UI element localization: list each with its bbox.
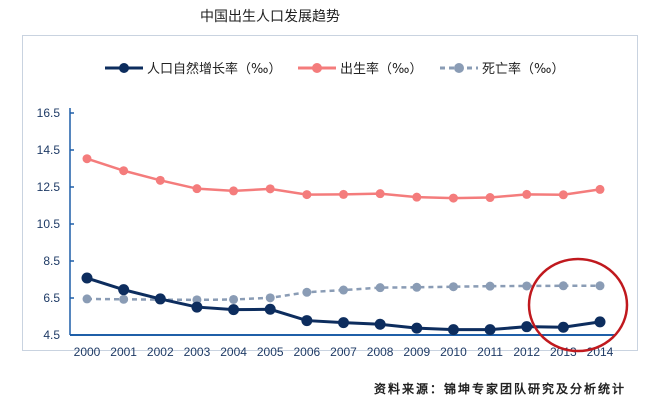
data-point — [302, 287, 312, 297]
data-point — [485, 193, 495, 203]
data-point — [375, 283, 385, 293]
data-point — [374, 318, 386, 330]
highlight-circle — [527, 257, 629, 353]
data-point — [82, 294, 92, 304]
data-point — [558, 190, 568, 200]
data-point — [119, 166, 129, 176]
x-tick-label: 2009 — [403, 345, 430, 359]
x-tick-label: 2012 — [513, 345, 540, 359]
source-note: 资料来源：锦坤专家团队研究及分析统计 — [373, 382, 626, 396]
data-point — [81, 272, 93, 284]
series-0 — [81, 272, 606, 336]
x-tick-label: 2013 — [550, 345, 577, 359]
data-point — [339, 189, 348, 199]
data-point — [118, 284, 130, 296]
data-point — [302, 190, 312, 200]
y-tick-label: 14.5 — [37, 143, 61, 157]
legend-label: 出生率（‰） — [340, 61, 422, 77]
data-point — [595, 184, 605, 194]
data-point — [375, 189, 385, 199]
legend-item: 出生率（‰） — [298, 61, 422, 77]
data-point — [557, 321, 569, 333]
series-1 — [82, 154, 605, 203]
data-point — [412, 192, 422, 202]
legend-marker — [454, 63, 464, 73]
data-point — [522, 281, 532, 291]
data-point — [229, 294, 239, 304]
data-point — [191, 301, 203, 313]
data-point — [485, 281, 495, 291]
data-point — [412, 282, 422, 292]
legend-marker — [119, 63, 129, 73]
data-point — [484, 324, 496, 336]
data-point — [301, 315, 313, 327]
data-point — [265, 184, 275, 194]
data-point — [522, 189, 532, 199]
data-point — [264, 303, 276, 315]
data-point — [339, 285, 348, 295]
data-point — [447, 324, 459, 336]
x-tick-label: 2006 — [294, 345, 321, 359]
legend-item: 死亡率（‰） — [440, 61, 564, 77]
series-line — [86, 284, 600, 302]
y-tick-label: 6.5 — [43, 291, 60, 305]
data-point — [192, 184, 202, 194]
data-point — [155, 175, 165, 185]
legend-item: 人口自然增长率（‰） — [105, 61, 281, 77]
y-tick-label: 16.5 — [37, 106, 61, 120]
x-tick-label: 2010 — [440, 345, 467, 359]
chart-frame — [22, 35, 638, 351]
data-point — [82, 154, 92, 164]
y-tick-label: 12.5 — [37, 180, 61, 194]
legend-label: 死亡率（‰） — [482, 61, 564, 77]
y-tick-label: 4.5 — [43, 328, 60, 342]
data-point — [594, 316, 606, 328]
x-tick-label: 2005 — [257, 345, 284, 359]
y-tick-label: 10.5 — [37, 217, 61, 231]
x-tick-label: 2003 — [184, 345, 211, 359]
x-tick-label: 2011 — [477, 345, 503, 359]
data-point — [265, 293, 275, 303]
data-point — [411, 322, 423, 334]
data-point — [228, 304, 240, 316]
data-point — [229, 186, 239, 196]
legend-marker — [312, 63, 322, 73]
data-point — [448, 282, 458, 292]
y-tick-label: 8.5 — [43, 254, 60, 268]
data-point — [119, 294, 129, 304]
legend-label: 人口自然增长率（‰） — [147, 61, 281, 77]
data-point — [448, 193, 458, 203]
data-point — [595, 281, 605, 291]
data-point — [154, 293, 166, 305]
x-tick-label: 2008 — [367, 345, 394, 359]
data-point — [558, 281, 568, 291]
x-tick-label: 2002 — [147, 345, 174, 359]
chart-title: 中国出生人口发展趋势 — [200, 9, 340, 25]
x-tick-label: 2004 — [220, 345, 247, 359]
x-tick-label: 2000 — [74, 345, 101, 359]
data-point — [521, 321, 533, 333]
x-tick-label: 2001 — [110, 345, 137, 359]
x-tick-label: 2007 — [330, 345, 357, 359]
data-point — [338, 317, 349, 329]
